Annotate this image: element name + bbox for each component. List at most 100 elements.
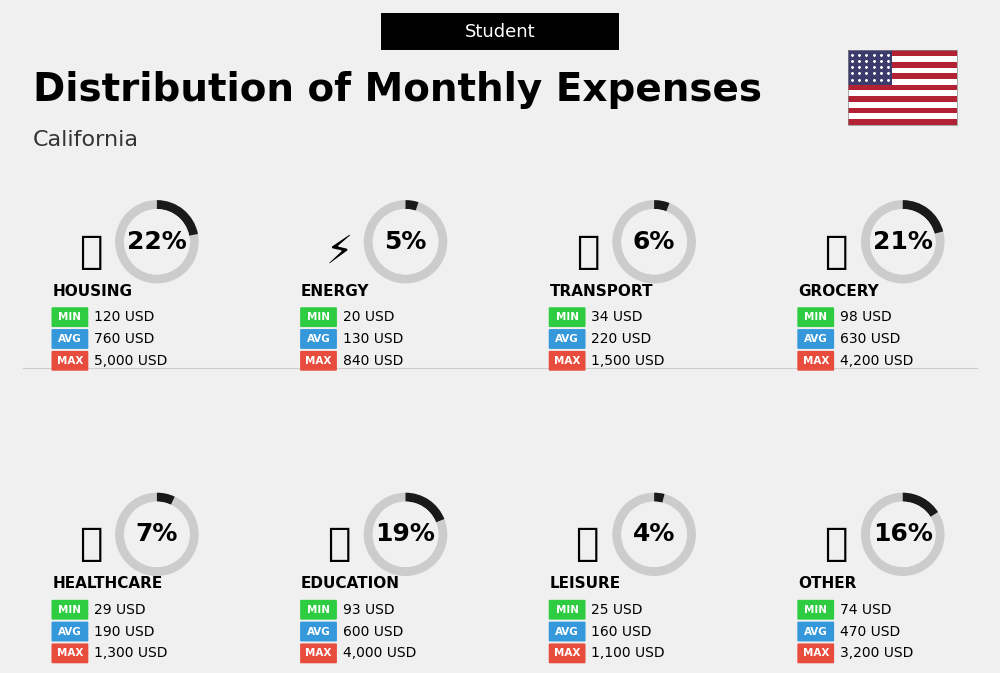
- Text: 4,200 USD: 4,200 USD: [840, 354, 913, 368]
- Text: MIN: MIN: [804, 312, 827, 322]
- Text: 220 USD: 220 USD: [591, 332, 652, 346]
- Text: 25 USD: 25 USD: [591, 603, 643, 616]
- Text: MIN: MIN: [556, 605, 579, 614]
- Text: MAX: MAX: [554, 356, 580, 366]
- Text: LEISURE: LEISURE: [550, 577, 621, 592]
- Circle shape: [621, 209, 687, 275]
- Wedge shape: [406, 200, 418, 211]
- Wedge shape: [654, 493, 665, 503]
- FancyBboxPatch shape: [797, 308, 834, 327]
- FancyBboxPatch shape: [848, 67, 957, 73]
- Text: 600 USD: 600 USD: [343, 625, 403, 639]
- FancyBboxPatch shape: [549, 600, 586, 620]
- Wedge shape: [612, 493, 696, 576]
- Text: 3,200 USD: 3,200 USD: [840, 646, 913, 660]
- Text: 1,500 USD: 1,500 USD: [591, 354, 665, 368]
- Text: 34 USD: 34 USD: [591, 310, 643, 324]
- FancyBboxPatch shape: [300, 600, 337, 620]
- Wedge shape: [861, 200, 945, 283]
- Text: California: California: [33, 130, 139, 149]
- Wedge shape: [115, 493, 199, 576]
- Text: 93 USD: 93 USD: [343, 603, 395, 616]
- FancyBboxPatch shape: [848, 102, 957, 108]
- Text: HEALTHCARE: HEALTHCARE: [53, 577, 163, 592]
- FancyBboxPatch shape: [549, 329, 586, 349]
- Text: MAX: MAX: [57, 356, 83, 366]
- Wedge shape: [612, 200, 696, 283]
- Circle shape: [124, 501, 190, 567]
- Text: 5,000 USD: 5,000 USD: [94, 354, 168, 368]
- FancyBboxPatch shape: [848, 62, 957, 67]
- FancyBboxPatch shape: [797, 600, 834, 620]
- Text: 98 USD: 98 USD: [840, 310, 892, 324]
- Text: 22%: 22%: [127, 229, 187, 254]
- Text: 74 USD: 74 USD: [840, 603, 892, 616]
- Wedge shape: [157, 493, 175, 505]
- Circle shape: [373, 209, 438, 275]
- FancyBboxPatch shape: [797, 351, 834, 371]
- Text: MAX: MAX: [554, 648, 580, 658]
- FancyBboxPatch shape: [797, 643, 834, 664]
- Circle shape: [124, 209, 190, 275]
- Text: 120 USD: 120 USD: [94, 310, 155, 324]
- Text: 7%: 7%: [136, 522, 178, 546]
- FancyBboxPatch shape: [300, 308, 337, 327]
- Text: Student: Student: [465, 22, 535, 40]
- Wedge shape: [861, 493, 945, 576]
- Text: 🚌: 🚌: [576, 233, 599, 271]
- Text: 190 USD: 190 USD: [94, 625, 155, 639]
- Text: AVG: AVG: [307, 334, 330, 344]
- Text: 6%: 6%: [633, 229, 675, 254]
- Text: 160 USD: 160 USD: [591, 625, 652, 639]
- Text: 4%: 4%: [633, 522, 675, 546]
- Text: 19%: 19%: [376, 522, 435, 546]
- Wedge shape: [406, 493, 444, 522]
- FancyBboxPatch shape: [300, 643, 337, 664]
- Text: MAX: MAX: [57, 648, 83, 658]
- Circle shape: [870, 209, 936, 275]
- FancyBboxPatch shape: [52, 600, 88, 620]
- Text: 🛍️: 🛍️: [576, 525, 599, 563]
- FancyBboxPatch shape: [848, 96, 957, 102]
- Text: 1,100 USD: 1,100 USD: [591, 646, 665, 660]
- Text: MIN: MIN: [58, 605, 81, 614]
- Text: MIN: MIN: [556, 312, 579, 322]
- Text: GROCERY: GROCERY: [798, 284, 879, 299]
- Wedge shape: [115, 200, 199, 283]
- FancyBboxPatch shape: [848, 50, 957, 56]
- Text: MIN: MIN: [307, 605, 330, 614]
- FancyBboxPatch shape: [848, 119, 957, 125]
- Text: MAX: MAX: [803, 356, 829, 366]
- Text: MAX: MAX: [305, 648, 332, 658]
- Text: 20 USD: 20 USD: [343, 310, 394, 324]
- Wedge shape: [364, 493, 447, 576]
- FancyBboxPatch shape: [848, 50, 892, 85]
- Wedge shape: [654, 200, 670, 211]
- Text: 🏥: 🏥: [79, 525, 102, 563]
- FancyBboxPatch shape: [848, 113, 957, 119]
- FancyBboxPatch shape: [797, 329, 834, 349]
- Text: 👜: 👜: [824, 525, 848, 563]
- FancyBboxPatch shape: [381, 13, 619, 50]
- FancyBboxPatch shape: [848, 90, 957, 96]
- Text: 130 USD: 130 USD: [343, 332, 403, 346]
- FancyBboxPatch shape: [848, 108, 957, 113]
- Text: 🎓: 🎓: [327, 525, 351, 563]
- FancyBboxPatch shape: [52, 622, 88, 641]
- Text: 🏢: 🏢: [79, 233, 102, 271]
- FancyBboxPatch shape: [52, 329, 88, 349]
- Text: 4,000 USD: 4,000 USD: [343, 646, 416, 660]
- Wedge shape: [364, 200, 447, 283]
- FancyBboxPatch shape: [549, 643, 586, 664]
- Text: AVG: AVG: [58, 627, 82, 637]
- Text: MIN: MIN: [804, 605, 827, 614]
- Text: AVG: AVG: [555, 627, 579, 637]
- Text: EDUCATION: EDUCATION: [301, 577, 400, 592]
- Text: MAX: MAX: [803, 648, 829, 658]
- Text: 760 USD: 760 USD: [94, 332, 155, 346]
- FancyBboxPatch shape: [300, 329, 337, 349]
- Text: Distribution of Monthly Expenses: Distribution of Monthly Expenses: [33, 71, 762, 109]
- Text: TRANSPORT: TRANSPORT: [550, 284, 653, 299]
- Text: 630 USD: 630 USD: [840, 332, 900, 346]
- FancyBboxPatch shape: [549, 351, 586, 371]
